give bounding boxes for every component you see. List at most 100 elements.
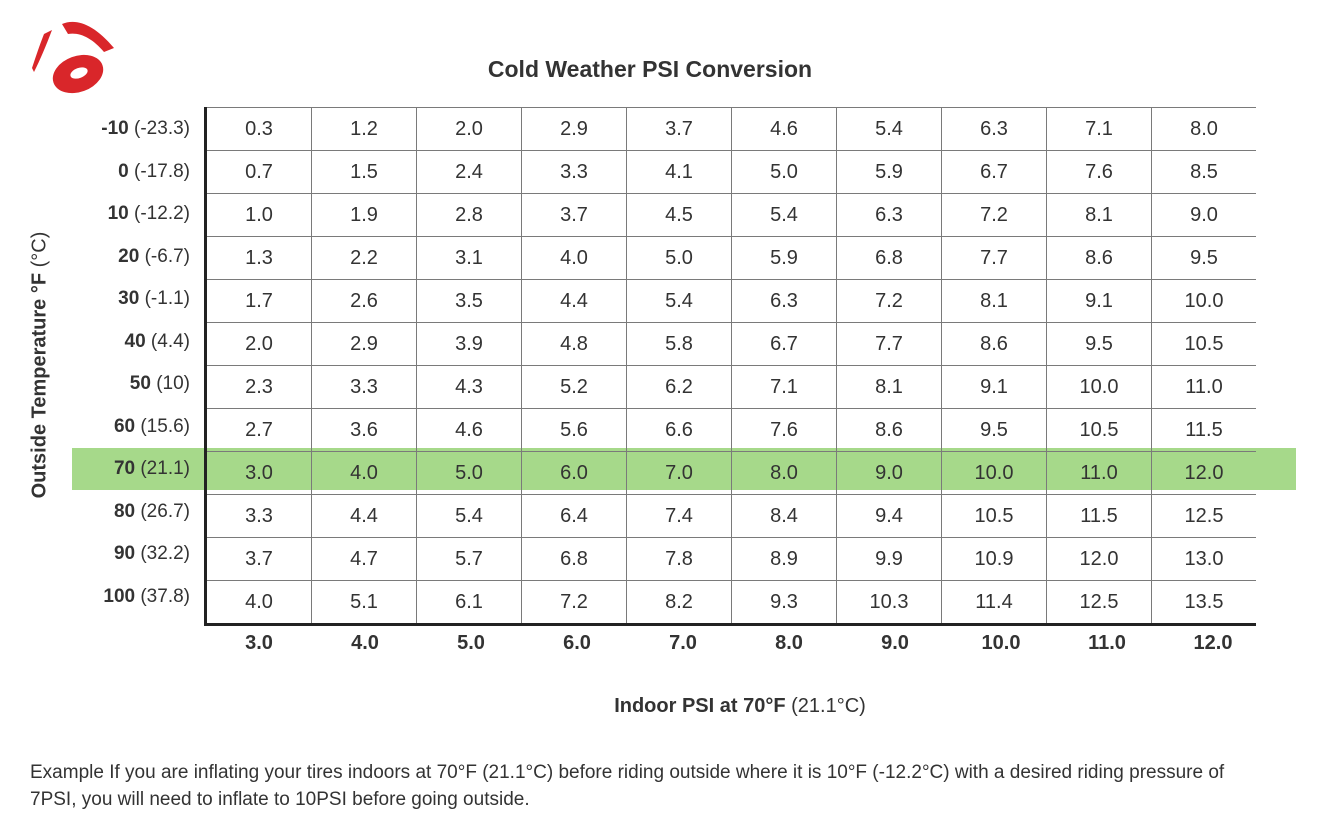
table-cell: 8.0 bbox=[731, 451, 837, 495]
table-cell: 12.0 bbox=[1151, 451, 1256, 495]
table-cell: 8.6 bbox=[941, 322, 1047, 366]
row-label-celsius: (-12.2) bbox=[128, 203, 190, 224]
table-cell: 3.7 bbox=[521, 193, 627, 237]
table-cell: 8.9 bbox=[731, 537, 837, 581]
table-cell: 8.2 bbox=[626, 580, 732, 626]
row-label-celsius: (10) bbox=[150, 373, 190, 394]
table-cell: 3.1 bbox=[416, 236, 522, 280]
table-cell: 6.0 bbox=[521, 451, 627, 495]
table-cell: 2.7 bbox=[204, 408, 312, 452]
x-tick-label: 7.0 bbox=[669, 632, 697, 654]
row-label-fahrenheit: 40 bbox=[124, 330, 146, 352]
table-cell: 5.9 bbox=[836, 150, 942, 194]
table-cell: 9.5 bbox=[1151, 236, 1256, 280]
x-tick-label: 3.0 bbox=[245, 632, 273, 654]
table-cell: 10.5 bbox=[1151, 322, 1256, 366]
table-cell: 2.8 bbox=[416, 193, 522, 237]
table-cell: 10.0 bbox=[941, 451, 1047, 495]
table-cell: 3.6 bbox=[311, 408, 417, 452]
table-cell: 5.7 bbox=[416, 537, 522, 581]
row-label-celsius: (21.1) bbox=[135, 458, 190, 479]
table-cell: 12.5 bbox=[1151, 494, 1256, 538]
row-label-fahrenheit: 100 bbox=[103, 585, 136, 607]
table-cell: 3.0 bbox=[204, 451, 312, 495]
table-cell: 8.6 bbox=[1046, 236, 1152, 280]
table-cell: 5.4 bbox=[836, 107, 942, 151]
table-cell: 1.7 bbox=[204, 279, 312, 323]
table-cell: 1.3 bbox=[204, 236, 312, 280]
table-row: 3.0 4.0 5.0 6.0 7.0 8.0 9.0 10.0 11.0 12.0 bbox=[204, 451, 1256, 495]
table-cell: 11.5 bbox=[1046, 494, 1152, 538]
table-cell: 8.0 bbox=[1151, 107, 1256, 151]
table-row: 4.0 5.1 6.1 7.2 8.2 9.3 10.3 11.4 12.5 13.5 bbox=[204, 580, 1256, 626]
row-label-fahrenheit: -10 bbox=[101, 118, 129, 139]
table-cell: 8.5 bbox=[1151, 150, 1256, 194]
x-tick-label: 11.0 bbox=[1088, 632, 1126, 654]
table-cell: 10.0 bbox=[1046, 365, 1152, 409]
row-label-fahrenheit: 20 bbox=[118, 245, 140, 267]
row-label-fahrenheit: 60 bbox=[113, 415, 136, 437]
table-cell: 3.7 bbox=[204, 537, 312, 581]
table-cell: 11.4 bbox=[941, 580, 1047, 626]
x-axis-ticks: 3.0 4.0 5.0 6.0 7.0 8.0 9.0 10.0 11.0 12.0 bbox=[206, 632, 1266, 655]
table-cell: 7.2 bbox=[836, 279, 942, 323]
x-axis-label-main: Indoor PSI at 70°F bbox=[614, 695, 786, 717]
table-cell: 4.5 bbox=[626, 193, 732, 237]
row-label: 100 (37.8) bbox=[72, 576, 190, 619]
table-cell: 5.6 bbox=[521, 408, 627, 452]
table-cell: 4.4 bbox=[311, 494, 417, 538]
table-cell: 9.5 bbox=[1046, 322, 1152, 366]
table-cell: 6.2 bbox=[626, 365, 732, 409]
table-cell: 13.0 bbox=[1151, 537, 1256, 581]
table-cell: 2.0 bbox=[204, 322, 312, 366]
table-cell: 9.5 bbox=[941, 408, 1047, 452]
row-label-celsius: (-23.3) bbox=[128, 118, 190, 139]
table-cell: 12.5 bbox=[1046, 580, 1152, 626]
table-cell: 4.4 bbox=[521, 279, 627, 323]
table-cell: 6.7 bbox=[941, 150, 1047, 194]
table-cell: 9.3 bbox=[731, 580, 837, 626]
table-cell: 7.1 bbox=[1046, 107, 1152, 151]
x-tick-label: 4.0 bbox=[351, 632, 379, 654]
table-cell: 12.0 bbox=[1046, 537, 1152, 581]
table-cell: 3.9 bbox=[416, 322, 522, 366]
y-axis-label-main: Outside Temperature °F bbox=[28, 272, 51, 499]
table-cell: 7.8 bbox=[626, 537, 732, 581]
x-tick-label: 8.0 bbox=[775, 632, 803, 654]
row-label: 80 (26.7) bbox=[72, 491, 190, 534]
row-label-celsius: (26.7) bbox=[135, 500, 190, 522]
table-cell: 1.9 bbox=[311, 193, 417, 237]
table-cell: 5.4 bbox=[626, 279, 732, 323]
table-cell: 4.7 bbox=[311, 537, 417, 581]
table-cell: 5.0 bbox=[731, 150, 837, 194]
table-cell: 2.2 bbox=[311, 236, 417, 280]
row-label-celsius: (-1.1) bbox=[139, 288, 190, 309]
table-row: 2.7 3.6 4.6 5.6 6.6 7.6 8.6 9.5 10.5 11.5 bbox=[204, 408, 1256, 452]
table-cell: 7.2 bbox=[941, 193, 1047, 237]
row-label: 90 (32.2) bbox=[72, 533, 190, 576]
table-cell: 10.9 bbox=[941, 537, 1047, 581]
brand-logo-icon bbox=[32, 21, 114, 94]
row-label-celsius: (15.6) bbox=[135, 415, 190, 437]
table-row: 2.0 2.9 3.9 4.8 5.8 6.7 7.7 8.6 9.5 10.5 bbox=[204, 322, 1256, 366]
table-cell: 5.2 bbox=[521, 365, 627, 409]
x-tick-label: 5.0 bbox=[457, 632, 485, 654]
table-cell: 7.4 bbox=[626, 494, 732, 538]
row-label: 60 (15.6) bbox=[72, 406, 190, 449]
table-row: 1.3 2.2 3.1 4.0 5.0 5.9 6.8 7.7 8.6 9.5 bbox=[204, 236, 1256, 280]
table-cell: 2.3 bbox=[204, 365, 312, 409]
table-cell: 6.3 bbox=[941, 107, 1047, 151]
example-note: Example If you are inflating your tires … bbox=[30, 762, 1225, 810]
row-label: 0 (-17.8) bbox=[72, 151, 190, 194]
row-label-fahrenheit: 0 bbox=[118, 160, 129, 182]
logo-left-stroke bbox=[32, 30, 52, 72]
row-label: 50 (10) bbox=[72, 363, 190, 406]
table-row: 1.7 2.6 3.5 4.4 5.4 6.3 7.2 8.1 9.1 10.0 bbox=[204, 279, 1256, 323]
table-cell: 8.6 bbox=[836, 408, 942, 452]
table-cell: 4.8 bbox=[521, 322, 627, 366]
table-cell: 10.0 bbox=[1151, 279, 1256, 323]
table-cell: 3.7 bbox=[626, 107, 732, 151]
row-label-fahrenheit: 10 bbox=[107, 203, 129, 224]
page-title: Cold Weather PSI Conversion bbox=[487, 56, 813, 82]
table-cell: 11.0 bbox=[1046, 451, 1152, 495]
